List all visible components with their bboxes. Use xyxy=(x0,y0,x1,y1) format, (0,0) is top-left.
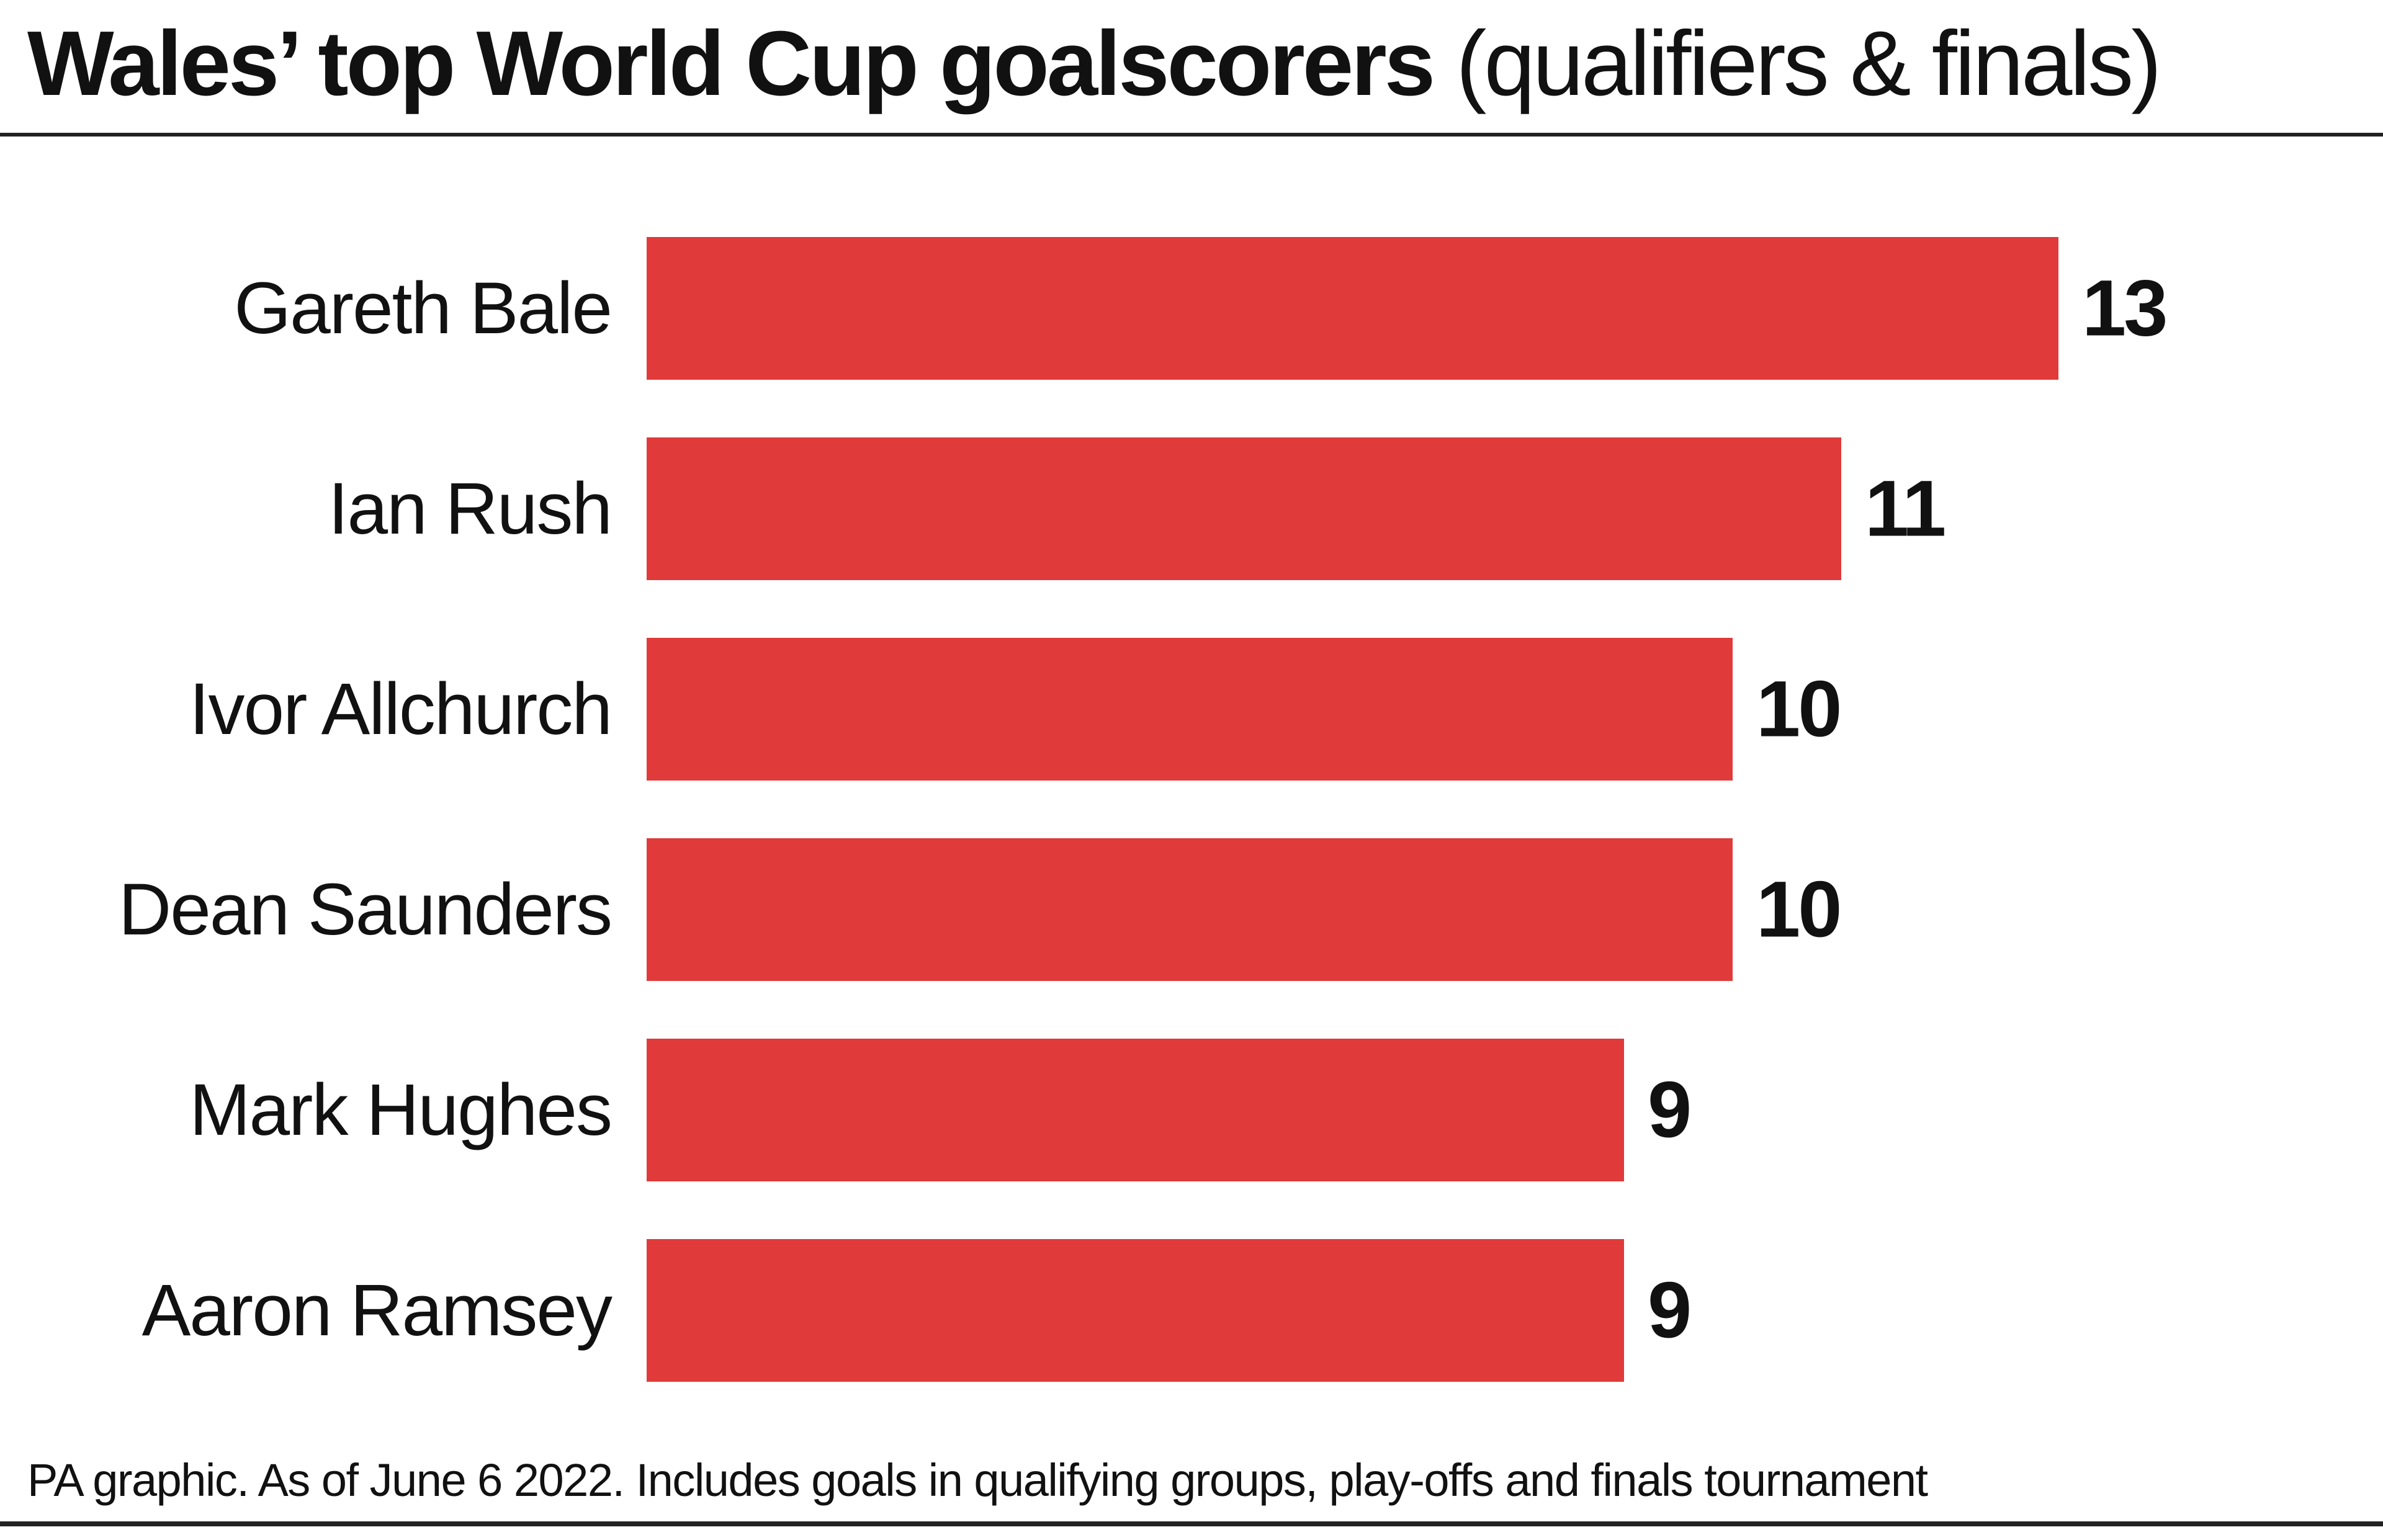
chart-title: Wales’ top World Cup goalscorers (qualif… xyxy=(27,5,2162,123)
category-label: Gareth Bale xyxy=(234,267,611,349)
bar-ivor-allchurch xyxy=(647,638,1733,781)
footnote: PA graphic. As of June 6 2022. Includes … xyxy=(27,1454,1928,1506)
value-label: 9 xyxy=(1648,1266,1689,1355)
bottom-divider xyxy=(0,1521,2383,1526)
value-label: 13 xyxy=(2082,264,2165,353)
bar-ian-rush xyxy=(647,437,1841,580)
value-label: 10 xyxy=(1756,866,1839,954)
bar-mark-hughes xyxy=(647,1039,1624,1181)
category-label: Ivor Allchurch xyxy=(189,668,611,750)
category-label: Ian Rush xyxy=(328,468,611,550)
bar-dean-saunders xyxy=(647,838,1733,981)
bar-gareth-bale xyxy=(647,237,2058,380)
chart-title-main: Wales’ top World Cup goalscorers xyxy=(27,12,1435,115)
chart-title-sub: (qualifiers & finals) xyxy=(1456,12,2161,115)
value-label: 11 xyxy=(1865,465,1944,553)
category-label: Mark Hughes xyxy=(189,1069,611,1151)
bar-aaron-ramsey xyxy=(647,1239,1624,1382)
top-divider xyxy=(0,133,2383,137)
value-label: 9 xyxy=(1648,1066,1689,1155)
value-label: 10 xyxy=(1756,665,1839,754)
category-label: Dean Saunders xyxy=(119,869,611,951)
bar-chart: Gareth Bale 13 Ian Rush 11 Ivor Allchurch 10 D… xyxy=(119,237,2168,1382)
category-label: Aaron Ramsey xyxy=(142,1269,613,1351)
